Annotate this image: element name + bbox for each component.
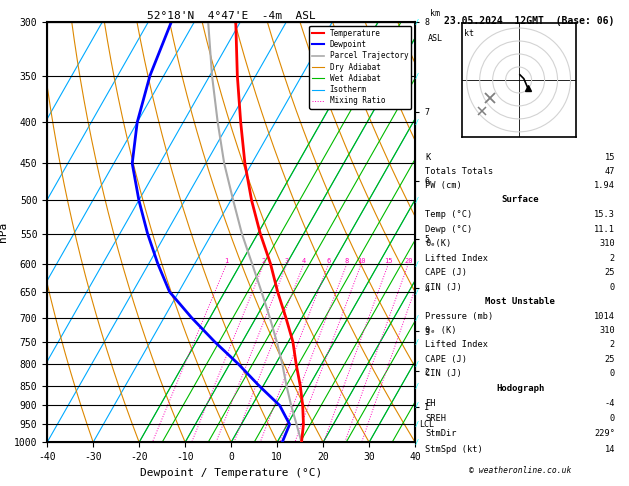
Text: 2: 2	[610, 254, 615, 263]
Text: ASL: ASL	[428, 35, 443, 43]
Text: Most Unstable: Most Unstable	[485, 297, 555, 306]
Text: CIN (J): CIN (J)	[425, 283, 462, 292]
Text: 1.94: 1.94	[594, 181, 615, 190]
Text: CIN (J): CIN (J)	[425, 369, 462, 378]
Text: 25: 25	[604, 355, 615, 364]
Text: /: /	[415, 197, 418, 203]
Text: EH: EH	[425, 399, 436, 408]
Text: 0: 0	[610, 369, 615, 378]
Text: 15: 15	[604, 153, 615, 161]
Text: CAPE (J): CAPE (J)	[425, 355, 467, 364]
Text: Surface: Surface	[501, 195, 539, 205]
Text: 14: 14	[604, 445, 615, 453]
Text: K: K	[425, 153, 430, 161]
Text: 11.1: 11.1	[594, 225, 615, 234]
Text: /: /	[415, 289, 418, 295]
Text: /: /	[415, 315, 418, 321]
Text: Lifted Index: Lifted Index	[425, 254, 488, 263]
Text: 23.05.2024  12GMT  (Base: 06): 23.05.2024 12GMT (Base: 06)	[445, 16, 615, 26]
Text: kt: kt	[464, 29, 474, 38]
Text: 8: 8	[345, 258, 349, 264]
Text: Pressure (mb): Pressure (mb)	[425, 312, 494, 321]
Text: /: /	[415, 421, 418, 427]
Text: 4: 4	[302, 258, 306, 264]
Text: /: /	[415, 19, 418, 25]
Legend: Temperature, Dewpoint, Parcel Trajectory, Dry Adiabat, Wet Adiabat, Isotherm, Mi: Temperature, Dewpoint, Parcel Trajectory…	[309, 26, 411, 108]
Text: 0: 0	[610, 283, 615, 292]
Text: 310: 310	[599, 326, 615, 335]
Text: /: /	[415, 402, 418, 408]
Text: 1: 1	[225, 258, 229, 264]
Text: 310: 310	[599, 239, 615, 248]
Text: 3: 3	[285, 258, 289, 264]
Text: /: /	[415, 120, 418, 125]
Text: 2: 2	[610, 340, 615, 349]
Text: /: /	[415, 362, 418, 367]
Text: Hodograph: Hodograph	[496, 384, 544, 393]
Text: 0: 0	[610, 414, 615, 423]
Text: © weatheronline.co.uk: © weatheronline.co.uk	[469, 466, 571, 475]
Text: /: /	[415, 382, 418, 388]
X-axis label: Dewpoint / Temperature (°C): Dewpoint / Temperature (°C)	[140, 468, 322, 478]
Text: 47: 47	[604, 167, 615, 176]
Text: Lifted Index: Lifted Index	[425, 340, 488, 349]
Text: 20: 20	[404, 258, 413, 264]
Text: Temp (°C): Temp (°C)	[425, 210, 472, 219]
Text: 10: 10	[357, 258, 365, 264]
Text: 6: 6	[326, 258, 331, 264]
Text: StmSpd (kt): StmSpd (kt)	[425, 445, 483, 453]
Text: StmDir: StmDir	[425, 430, 457, 438]
Text: /: /	[415, 73, 418, 79]
Text: -4: -4	[604, 399, 615, 408]
Text: Totals Totals: Totals Totals	[425, 167, 494, 176]
Text: SREH: SREH	[425, 414, 447, 423]
Text: Dewp (°C): Dewp (°C)	[425, 225, 472, 234]
Title: 52°18'N  4°47'E  -4m  ASL: 52°18'N 4°47'E -4m ASL	[147, 11, 316, 21]
Text: CAPE (J): CAPE (J)	[425, 268, 467, 278]
Text: θₑ(K): θₑ(K)	[425, 239, 452, 248]
Text: 15: 15	[384, 258, 392, 264]
Text: /: /	[415, 439, 418, 445]
Text: km: km	[430, 9, 440, 17]
Text: 2: 2	[262, 258, 266, 264]
Text: 1014: 1014	[594, 312, 615, 321]
Text: /: /	[415, 261, 418, 267]
Y-axis label: hPa: hPa	[0, 222, 8, 242]
Text: LCL: LCL	[419, 420, 434, 429]
Text: /: /	[415, 339, 418, 345]
Text: θₑ (K): θₑ (K)	[425, 326, 457, 335]
Text: PW (cm): PW (cm)	[425, 181, 462, 190]
Text: 229°: 229°	[594, 430, 615, 438]
Text: 25: 25	[604, 268, 615, 278]
Text: 15.3: 15.3	[594, 210, 615, 219]
